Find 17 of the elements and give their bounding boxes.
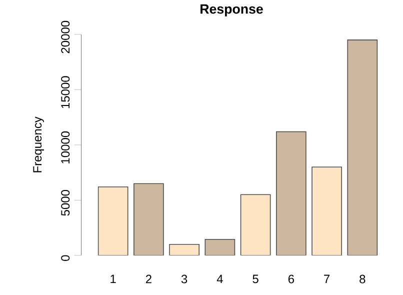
y-tick-label: 10000 [61,131,70,164]
bar [276,131,306,256]
y-tick-label: 0 [61,255,70,261]
x-tick-label: 8 [360,274,366,284]
x-tick-label: 1 [110,274,116,283]
x-tick-label: 7 [324,274,330,283]
x-tick-label: 5 [252,274,258,283]
y-tick-label: 5000 [61,190,70,216]
y-tick-label: 15000 [61,76,70,108]
y-axis-title: Frequency [33,116,44,172]
chart-title: Response [200,4,263,16]
y-tick-label: 20000 [61,20,70,53]
bar [98,186,128,256]
x-tick-label: 4 [216,274,223,283]
x-tick-label: 6 [288,274,294,284]
x-tick-label: 3 [181,274,188,284]
x-tick-label: 2 [146,274,152,283]
